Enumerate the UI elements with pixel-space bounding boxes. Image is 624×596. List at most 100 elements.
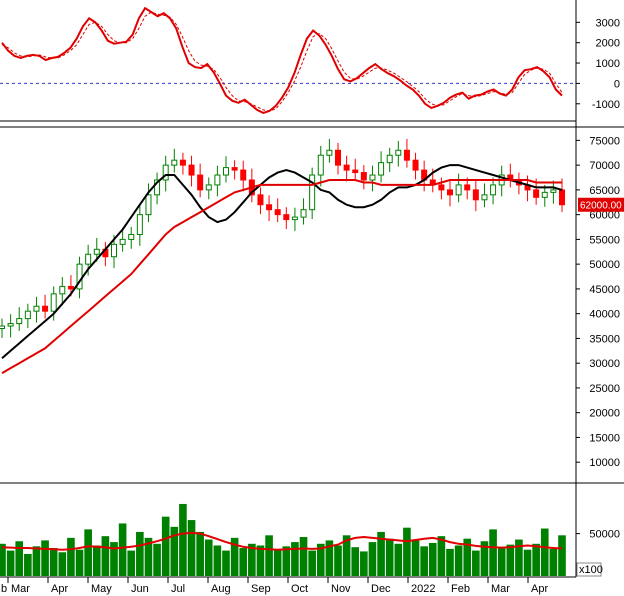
volume-bar — [420, 546, 428, 576]
candle-body — [67, 285, 74, 290]
x-tick-label: Apr — [531, 583, 548, 595]
x-tick-label: Feb — [451, 583, 470, 595]
candle-body — [369, 174, 376, 181]
volume-bar — [92, 545, 101, 576]
candle-body — [335, 149, 341, 166]
volume-bar — [334, 545, 342, 576]
candle-body — [111, 243, 117, 258]
candle-body — [85, 253, 92, 265]
candle-body — [490, 184, 497, 196]
y-tick-label: 40000 — [589, 309, 620, 321]
volume-bar — [248, 543, 256, 576]
y-tick-label: 70000 — [589, 160, 620, 172]
volume-bar — [204, 539, 213, 576]
y-tick-label: 25000 — [589, 383, 620, 395]
volume-bar — [6, 550, 15, 576]
y-tick-label: 3000 — [596, 17, 620, 29]
x-tick-label: Jun — [131, 583, 149, 595]
volume-bar — [299, 537, 308, 576]
candle-body — [326, 149, 333, 156]
volume-bar — [472, 550, 480, 576]
y-tick-label: 2000 — [596, 38, 620, 50]
candle-body — [197, 174, 204, 191]
volume-bar — [558, 535, 566, 576]
price-axis: 10000 15000 20000 25000 30000 35000 40000 45000… — [576, 135, 620, 469]
candle-body — [403, 149, 410, 161]
volume-bar — [230, 537, 239, 576]
candle-body — [154, 179, 161, 196]
volume-bar — [523, 549, 532, 576]
candle-body — [266, 204, 273, 211]
candle-body — [0, 325, 5, 330]
volume-bar — [32, 546, 41, 576]
volume-bar — [58, 552, 67, 576]
candle-body — [472, 189, 479, 201]
volume-axis: 50000 — [576, 529, 620, 541]
ma-fast-line — [1, 164, 563, 359]
volume-bar — [179, 503, 187, 576]
volume-bar — [222, 550, 230, 576]
volume-bar — [411, 539, 420, 576]
y-tick-label: 50000 — [589, 529, 620, 541]
x-axis: b Mar Apr May Jun Jul Aug Sep Oct Nov Dec 2022 Feb Ma… — [1, 577, 548, 595]
x-tick-label: Dec — [371, 583, 391, 595]
volume-bar — [325, 540, 334, 576]
candle-body — [395, 149, 402, 156]
volume-bar — [497, 547, 506, 576]
y-tick-label: 45000 — [589, 284, 620, 296]
candle-body — [317, 154, 324, 176]
oscillator-series — [1, 6, 563, 114]
volume-bar — [213, 545, 222, 576]
volume-bar — [153, 543, 161, 576]
candle-body — [162, 164, 169, 181]
candle-body — [378, 162, 385, 176]
volume-bar — [144, 537, 153, 576]
x-tick-label: Sep — [251, 583, 271, 595]
oscillator-panel: -1000 0 1000 2000 3000 — [0, 6, 620, 122]
volume-bar — [41, 540, 49, 576]
x-tick-label: Mar — [491, 583, 510, 595]
candle-body — [16, 318, 23, 325]
volume-bar — [549, 548, 558, 576]
oscillator-signal-line — [1, 11, 563, 112]
volume-bar — [342, 535, 351, 576]
last-price-label: 62000.00 — [580, 201, 622, 212]
candle-body — [188, 164, 195, 176]
volume-panel: 50000 x100 — [0, 503, 620, 578]
volume-bar — [428, 542, 437, 576]
y-tick-label: -1000 — [592, 99, 620, 111]
candle-body — [33, 305, 40, 312]
candle-body — [464, 184, 471, 191]
volume-bar — [437, 536, 446, 576]
volume-bar — [308, 550, 316, 576]
y-tick-label: 60000 — [589, 210, 620, 222]
volume-bar — [446, 548, 454, 576]
candle-body — [283, 214, 290, 221]
candle-body — [309, 174, 316, 211]
candle-body — [42, 305, 49, 312]
candle-body — [438, 184, 445, 191]
candle-body — [360, 172, 367, 181]
candle-body — [533, 189, 540, 198]
candle-body — [455, 184, 462, 196]
candle-body — [550, 189, 557, 193]
y-tick-label: 65000 — [589, 185, 620, 197]
volume-bar — [15, 541, 24, 576]
candle-body — [145, 194, 152, 216]
volume-bar — [161, 516, 170, 576]
price-panel: 10000 15000 20000 25000 30000 35000 40000 45000… — [0, 126, 624, 484]
x-tick-label: Aug — [211, 583, 231, 595]
volume-bar — [196, 531, 204, 576]
candle-body — [214, 174, 221, 186]
volume-bar — [170, 526, 179, 576]
volume-bar — [239, 548, 248, 576]
volume-bar — [515, 539, 523, 576]
volume-unit-label: x100 — [579, 564, 603, 576]
candle-body — [274, 209, 281, 216]
x-tick-label: b — [1, 583, 7, 595]
volume-bar — [351, 547, 360, 576]
volume-average-line — [1, 531, 563, 551]
candle-body — [481, 194, 488, 201]
volume-bar — [282, 546, 291, 576]
volume-bar — [454, 545, 463, 576]
